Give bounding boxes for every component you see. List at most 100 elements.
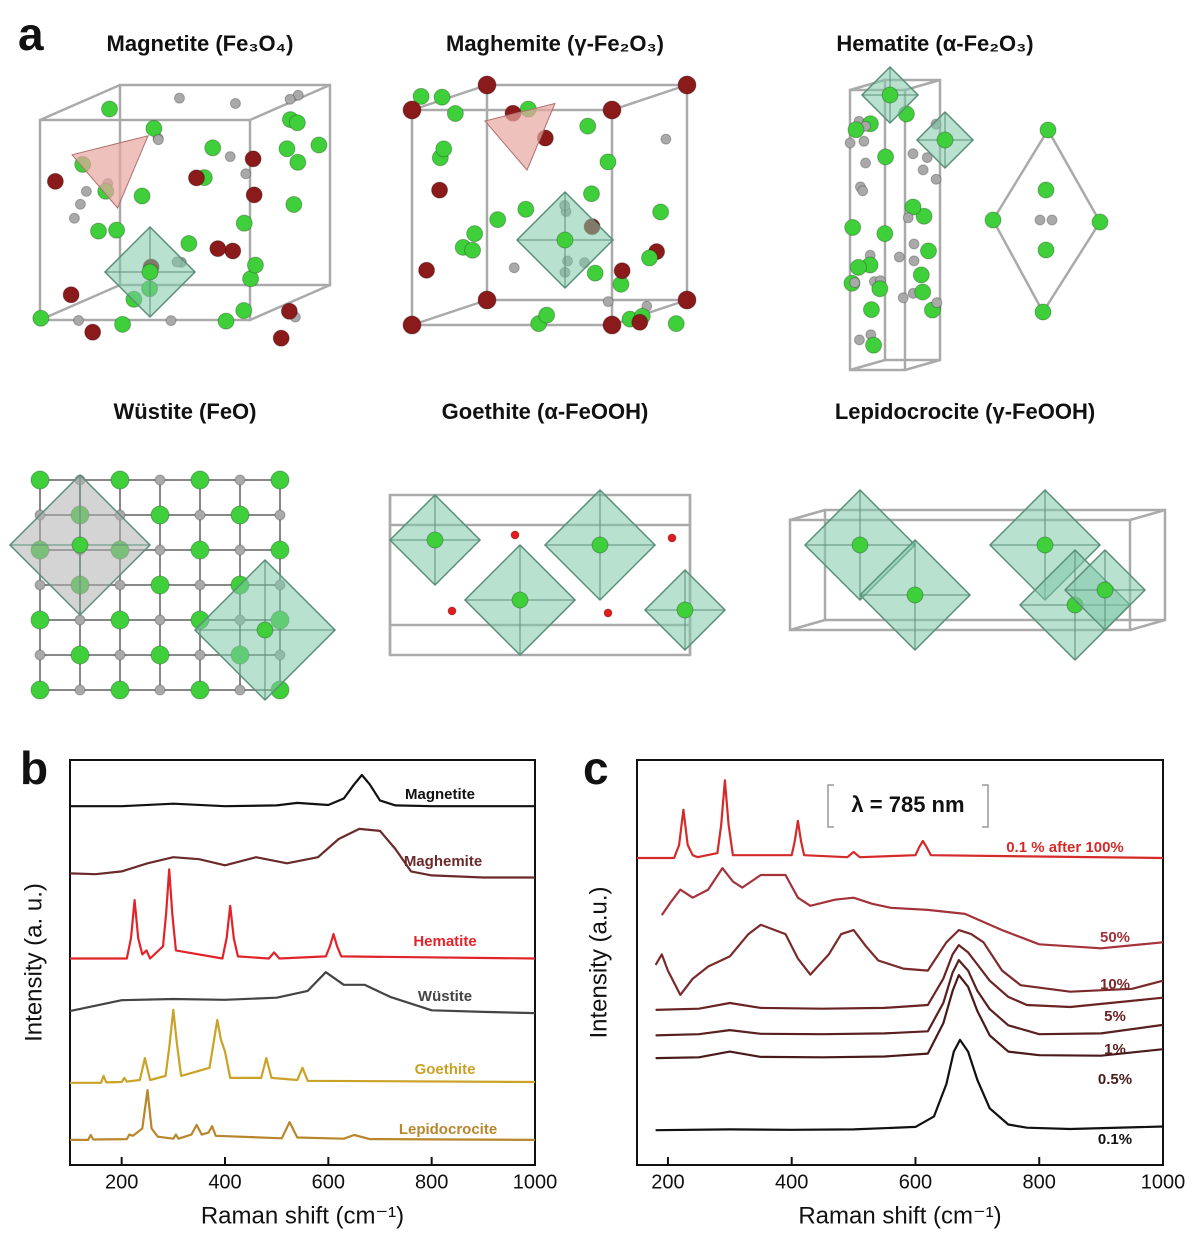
atom (871, 280, 889, 298)
atom (1037, 181, 1055, 199)
atom (508, 262, 520, 274)
structure-title: Lepidocrocite (γ-FeOOH) (835, 399, 1095, 424)
atom (209, 240, 227, 258)
atom (204, 139, 222, 157)
atom (904, 198, 922, 216)
atom (74, 614, 86, 626)
spectrum (655, 944, 1164, 1011)
atom (32, 309, 50, 327)
atom (84, 323, 102, 341)
atom (46, 172, 64, 190)
atom (280, 302, 298, 320)
atom (235, 214, 253, 232)
unit-cell (1129, 618, 1166, 632)
atom (517, 200, 535, 218)
atom (180, 235, 198, 253)
atom (477, 75, 497, 95)
atom (936, 131, 954, 149)
atom (667, 315, 685, 333)
atom (165, 315, 177, 327)
atom (154, 614, 166, 626)
atom (272, 329, 290, 347)
atom (602, 100, 622, 120)
series-label: Magnetite (405, 786, 475, 803)
atom (285, 195, 303, 213)
atom (234, 684, 246, 696)
unit-cell (249, 283, 331, 322)
atom (34, 579, 46, 591)
atom (435, 140, 453, 158)
x-tick-label: 600 (899, 1171, 932, 1193)
atom (677, 290, 697, 310)
series-label: 0.1% (1098, 1131, 1132, 1148)
structure-title: Magnetite (Fe₃O₄) (107, 31, 294, 56)
atom (431, 181, 449, 199)
atom (1036, 536, 1054, 554)
atom (667, 533, 677, 543)
unit-cell (39, 83, 121, 122)
atom (1034, 214, 1046, 226)
panel-label: b (20, 742, 48, 794)
x-tick-label: 800 (415, 1171, 448, 1193)
atom (640, 249, 658, 267)
atom (70, 645, 90, 665)
unit-cell (883, 78, 942, 362)
atom (1091, 213, 1109, 231)
spectrum (655, 974, 1164, 1060)
atom (34, 649, 46, 661)
atom (881, 86, 899, 104)
atom (68, 212, 80, 224)
atom (235, 302, 253, 320)
atom (860, 157, 872, 169)
atom (173, 92, 185, 104)
panel-label: a (18, 8, 44, 60)
x-tick-label: 1000 (513, 1171, 558, 1193)
atom (447, 606, 457, 616)
atom (844, 218, 862, 236)
atom (919, 242, 937, 260)
atom (108, 221, 126, 239)
atom (114, 579, 126, 591)
atom (914, 283, 932, 301)
atom (677, 75, 697, 95)
atom (224, 151, 236, 163)
atom (599, 153, 617, 171)
atom (110, 470, 130, 490)
atom (915, 207, 933, 225)
annotation: λ = 785 nm (851, 792, 964, 817)
atom (984, 211, 1002, 229)
atom (912, 266, 930, 284)
spectrum (654, 923, 1164, 996)
x-tick-label: 200 (105, 1171, 138, 1193)
atom (289, 153, 307, 171)
series-label: 0.1 % after 100% (1006, 839, 1124, 856)
atom (229, 97, 241, 109)
atom (284, 93, 296, 105)
atom (141, 263, 159, 281)
atom (538, 306, 556, 324)
atom (865, 336, 883, 354)
atom (851, 536, 869, 554)
plot-frame (636, 759, 1164, 1166)
atom (194, 579, 206, 591)
atom (187, 169, 205, 187)
x-axis-title: Raman shift (cm⁻¹) (798, 1202, 1001, 1229)
atom (931, 297, 943, 309)
unit-cell (904, 358, 941, 372)
atom (917, 164, 929, 176)
atom (908, 238, 920, 250)
structure-title: Wüstite (FeO) (114, 399, 257, 424)
spectrum (70, 868, 536, 960)
atom (660, 133, 672, 145)
unit-cell (39, 283, 121, 322)
x-axis-title: Raman shift (cm⁻¹) (201, 1202, 404, 1229)
spectrum (655, 1038, 1164, 1132)
atom (73, 314, 85, 326)
atom (844, 137, 856, 149)
atom (858, 135, 870, 147)
atom (71, 536, 89, 554)
series-label: 50% (1100, 929, 1130, 946)
y-axis-title: Intensity (a. u.) (20, 883, 47, 1042)
atom (464, 241, 482, 259)
atom (849, 277, 861, 289)
